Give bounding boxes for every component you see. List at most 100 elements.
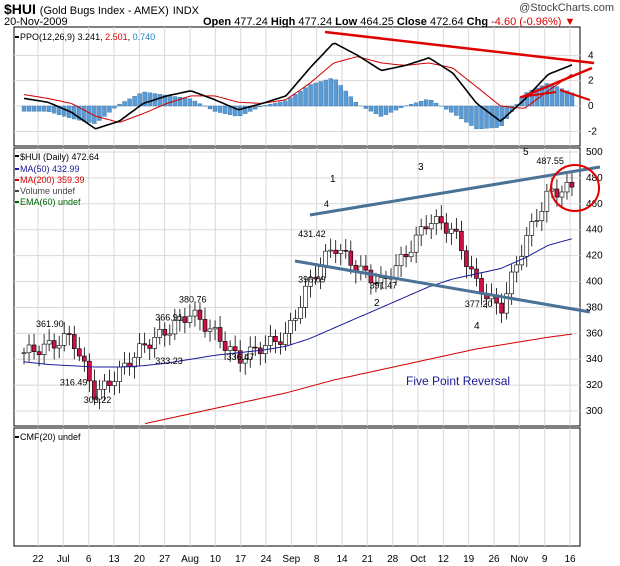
y-tick-label: 400: [586, 277, 603, 288]
price-bar-body: [112, 381, 117, 386]
ppo-histogram-bar: [21, 105, 27, 112]
price-bar-body: [152, 337, 158, 349]
x-tick-label: Oct: [410, 554, 426, 565]
x-tick-label: 8: [314, 554, 320, 565]
lower-trendline: [294, 259, 591, 314]
price-bar-body: [363, 265, 369, 271]
ma200-legend: MA(200) 359.39: [20, 175, 85, 185]
ema60-legend: EMA(60) undef: [20, 197, 81, 207]
x-tick-label: 19: [463, 554, 475, 565]
price-bar-body: [308, 277, 313, 287]
ppo-histogram-bar: [237, 105, 243, 117]
price-bar-body: [509, 271, 514, 295]
wave-label-2: 2: [374, 298, 380, 309]
ppo-short-line-2: [559, 89, 591, 101]
ppo-histogram-bar: [378, 105, 384, 117]
price-bar-body: [348, 250, 354, 266]
ppo-histogram-bar: [343, 90, 348, 107]
ppo-histogram-bar: [243, 105, 248, 114]
ppo-tick-label: 0: [588, 101, 594, 112]
x-tick-label: 9: [542, 554, 548, 565]
price-bar-body: [569, 182, 575, 188]
price-bar-body: [92, 380, 97, 400]
ppo-histogram-bar: [564, 90, 570, 107]
ppo-tick-label: 4: [588, 50, 594, 61]
ppo-histogram-bar: [464, 105, 469, 123]
x-tick-label: 13: [108, 554, 120, 565]
price-bar-body: [268, 335, 273, 346]
price-bar-body: [26, 344, 32, 354]
price-bar-body: [333, 249, 339, 254]
price-bar-body: [368, 269, 374, 284]
ppo-histogram-bar: [212, 105, 218, 112]
ppo-line: [23, 42, 573, 130]
ppo-histogram-bar: [303, 87, 308, 107]
price-bar-body: [61, 333, 67, 346]
ppo-histogram-bar: [393, 105, 399, 111]
price-bar-body: [31, 344, 37, 352]
price-bar-body: [464, 250, 469, 267]
price-bar-body: [56, 345, 62, 349]
ppo-histogram-bar: [46, 105, 52, 112]
price-bar-body: [87, 360, 92, 382]
price-bar-body: [378, 277, 384, 284]
price-label: 431.42: [298, 229, 326, 239]
ppo-divergence-line: [324, 30, 595, 65]
price-bar-body: [46, 340, 52, 345]
price-bar-body: [373, 282, 379, 285]
x-tick-label: 26: [488, 554, 500, 565]
ppo-histogram-bar: [41, 105, 47, 112]
ppo-histogram-bar: [504, 105, 509, 119]
price-label: 303.22: [84, 395, 112, 405]
price-bar-body: [142, 343, 147, 346]
cmf-panel-frame: [13, 427, 581, 547]
x-tick-label: 24: [260, 554, 272, 565]
price-bar-body: [534, 220, 540, 222]
ppo-histogram-bar: [318, 81, 323, 107]
ppo-histogram-bar: [107, 105, 112, 113]
ppo-histogram-bar: [182, 97, 188, 107]
price-bar-body: [539, 211, 545, 221]
price-bar-body: [454, 228, 459, 232]
ppo-rising-line: [521, 66, 593, 99]
ppo-histogram-bar: [283, 100, 288, 107]
price-bar-body: [51, 340, 57, 349]
highlight-circle: [550, 164, 600, 212]
x-tick-label: 14: [336, 554, 348, 565]
ppo-histogram-bar: [308, 84, 313, 107]
price-bar-body: [207, 328, 213, 332]
ppo-histogram-bar: [554, 86, 560, 107]
ppo-histogram-bar: [353, 102, 359, 107]
ppo-histogram-bar: [569, 92, 575, 107]
chart-date: 20-Nov-2009: [4, 16, 68, 28]
upper-trendline: [309, 165, 601, 217]
ppo-histogram-bar: [62, 105, 67, 117]
ppo-histogram-bar: [373, 105, 379, 114]
ppo-histogram-bar: [323, 79, 328, 107]
ppo-histogram-bar: [544, 83, 550, 107]
x-tick-label: Sep: [282, 554, 300, 565]
ppo-histogram-bar: [383, 105, 389, 115]
x-tick-label: 6: [86, 554, 92, 565]
price-label: 361.90: [36, 319, 64, 329]
ppo-histogram-bar: [258, 105, 263, 108]
ppo-histogram-bar: [36, 105, 42, 112]
price-bar-body: [222, 341, 228, 351]
price-bar-body: [564, 182, 570, 193]
ppo-histogram-bar: [298, 90, 303, 107]
ppo-histogram-bar: [449, 105, 454, 113]
y-tick-label: 480: [586, 173, 603, 184]
ohlc-readout: Open 477.24 High 477.24 Low 464.25 Close…: [203, 16, 576, 28]
ppo-histogram-bar: [56, 105, 62, 115]
price-bar-body: [202, 319, 208, 332]
price-bar-body: [177, 316, 183, 321]
price-bar-body: [66, 333, 72, 335]
wave-label-4: 4: [474, 321, 480, 332]
ma50-legend: MA(50) 432.99: [20, 164, 80, 174]
price-bar-body: [313, 277, 318, 280]
ppo-histogram-bar: [338, 85, 343, 107]
price-bar-body: [71, 334, 77, 350]
price-bar-body: [438, 216, 444, 224]
ppo-tick-label: 2: [588, 76, 594, 87]
pattern-label: Five Point Reversal: [406, 374, 510, 388]
